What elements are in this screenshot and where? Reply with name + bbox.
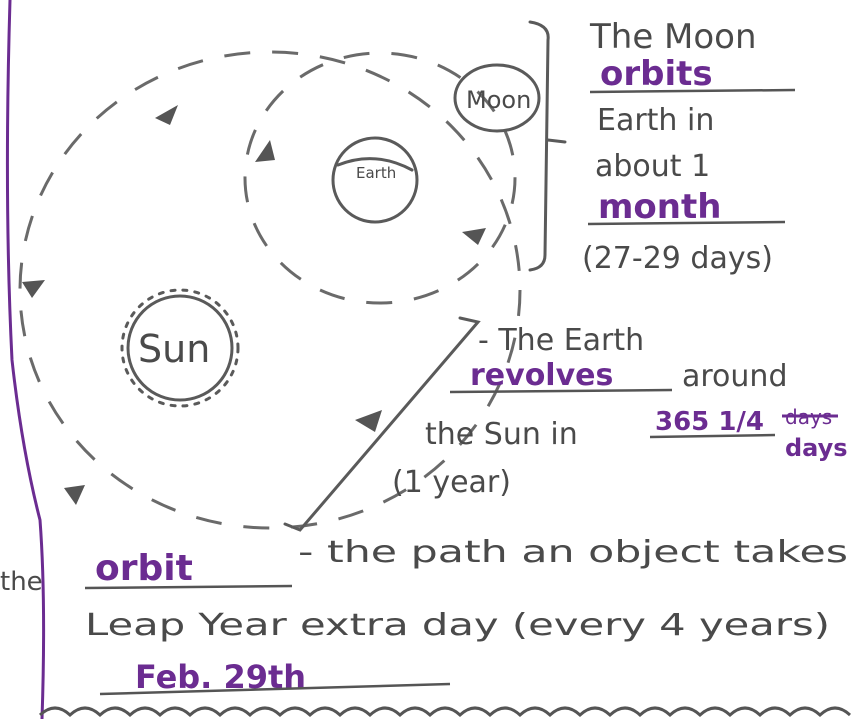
earth-note-line: (1 year)	[392, 465, 511, 500]
definition-text: - the path an object takes	[298, 535, 848, 570]
earth-note-term: revolves	[470, 358, 613, 393]
moon-note-answer: month	[598, 187, 721, 227]
moon-note-line: about 1	[595, 149, 710, 184]
earth-note-unit: days	[785, 434, 848, 462]
notebook-page: Earth Moon Sun The Moon orbits Earth in …	[0, 0, 857, 719]
earth-note-line: around	[682, 359, 787, 394]
moon-note-line: Earth in	[597, 103, 714, 138]
moon-label: Moon	[466, 86, 531, 114]
leap-year-text: Leap Year extra day (every 4 years)	[85, 608, 830, 643]
moon-note-line: (27-29 days)	[582, 241, 773, 276]
definition-term: orbit	[95, 548, 193, 589]
earth-note-line: - The Earth	[478, 323, 644, 358]
fragment: the	[0, 567, 43, 597]
page: Earth Moon Sun The Moon orbits Earth in …	[0, 0, 857, 719]
sun-label: Sun	[138, 327, 210, 371]
earth-label: Earth	[356, 164, 396, 182]
moon-note-term: orbits	[600, 54, 713, 94]
earth-note-line: the Sun in	[425, 417, 578, 452]
earth-note-answer: 365 1/4	[655, 407, 764, 437]
moon-note-line: The Moon	[589, 17, 757, 57]
